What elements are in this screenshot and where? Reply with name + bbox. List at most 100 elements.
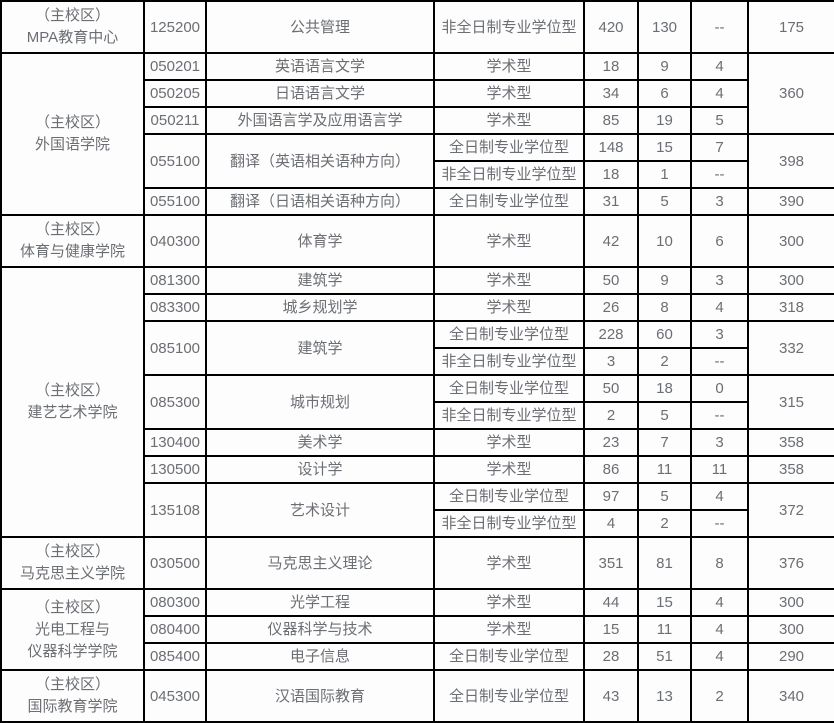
stat-cell: 7: [637, 428, 692, 457]
stat-cell: 3: [690, 320, 749, 349]
program-cell: 非全日制专业学位型: [433, 160, 585, 189]
score-cell: 332: [747, 320, 834, 376]
stat-cell: 11: [637, 455, 692, 484]
stat-cell: 5: [690, 106, 749, 135]
major-cell: 仪器科学与技术: [205, 615, 435, 644]
program-cell: 学术型: [433, 293, 585, 322]
major-cell: 翻译（日语相关语种方向）: [205, 187, 435, 216]
major-cell: 翻译（英语相关语种方向）: [205, 133, 435, 189]
stat-cell: 130: [637, 0, 692, 54]
stat-cell: 18: [583, 52, 639, 81]
table-row: 055100 翻译（日语相关语种方向） 全日制专业学位型 31 5 3 390: [1, 187, 834, 216]
program-cell: 学术型: [433, 266, 585, 295]
table-row: （主校区） 马克思主义学院 030500 马克思主义理论 学术型 351 81 8 376: [0, 536, 834, 590]
code-cell: 135108: [143, 482, 207, 538]
score-cell: 290: [747, 642, 834, 671]
program-cell: 全日制专业学位型: [433, 642, 585, 671]
score-cell: 358: [747, 428, 834, 457]
table-row: 非全日制专业学位型 3 2 --: [1, 347, 834, 376]
stat-cell: 5: [637, 482, 692, 511]
score-cell: 300: [747, 588, 834, 617]
table-row: 非全日制专业学位型 18 1 --: [1, 160, 834, 189]
stat-cell: 60: [637, 320, 692, 349]
program-cell: 非全日制专业学位型: [433, 401, 585, 430]
stat-cell: 9: [637, 266, 692, 295]
table-row: 080400 仪器科学与技术 学术型 15 11 4 300: [1, 615, 834, 644]
program-cell: 非全日制专业学位型: [433, 0, 585, 54]
code-cell: 055100: [143, 133, 207, 189]
major-cell: 英语语言文学: [205, 52, 435, 81]
program-cell: 学术型: [433, 52, 585, 81]
stat-cell: 4: [690, 79, 749, 108]
program-cell: 学术型: [433, 106, 585, 135]
code-cell: 081300: [143, 266, 207, 295]
program-cell: 非全日制专业学位型: [433, 347, 585, 376]
code-cell: 085300: [143, 374, 207, 430]
stat-cell: 228: [583, 320, 639, 349]
stat-cell: 148: [583, 133, 639, 162]
major-cell: 建筑学: [205, 266, 435, 295]
college-cell: （主校区） 建艺艺术学院: [0, 266, 145, 538]
college-cell: （主校区） 光电工程与 仪器科学学院: [0, 588, 145, 671]
stat-cell: 85: [583, 106, 639, 135]
stat-cell: 15: [583, 615, 639, 644]
code-cell: 080400: [143, 615, 207, 644]
stat-cell: 4: [690, 588, 749, 617]
stat-cell: 23: [583, 428, 639, 457]
table-row: 130400 美术学 学术型 23 7 3 358: [1, 428, 834, 457]
table-row: （主校区） 建艺艺术学院 081300 建筑学 学术型 50 9 3 300: [0, 266, 834, 538]
stat-cell: 18: [637, 374, 692, 403]
college-cell: （主校区） 外国语学院: [0, 52, 145, 216]
stat-cell: 31: [583, 187, 639, 216]
stat-cell: --: [690, 0, 749, 54]
score-cell: 318: [747, 293, 834, 322]
college-cell: （主校区） 马克思主义学院: [0, 536, 145, 590]
stat-cell: 4: [690, 52, 749, 81]
stat-cell: 2: [637, 347, 692, 376]
major-cell: 马克思主义理论: [205, 536, 435, 590]
stat-cell: 11: [690, 455, 749, 484]
score-cell: 315: [747, 374, 834, 430]
table-row: 055100 翻译（英语相关语种方向） 全日制专业学位型 148 15 7 398: [1, 133, 834, 189]
college-cell: （主校区） MPA教育中心: [0, 0, 145, 54]
stat-cell: 4: [690, 482, 749, 511]
table-row: 非全日制专业学位型 4 2 --: [1, 509, 834, 538]
major-cell: 公共管理: [205, 0, 435, 54]
major-cell: 体育学: [205, 214, 435, 268]
stat-cell: 50: [583, 266, 639, 295]
table-row: 050211 外国语言学及应用语言学 学术型 85 19 5: [1, 106, 834, 135]
stat-cell: 5: [637, 401, 692, 430]
college-cell: （主校区） 体育与健康学院: [0, 214, 145, 268]
score-cell: 390: [747, 187, 834, 216]
program-cell: 全日制专业学位型: [433, 669, 585, 723]
table-row: （主校区） 体育与健康学院 040300 体育学 学术型 42 10 6 300: [0, 214, 834, 268]
stat-cell: 8: [637, 293, 692, 322]
stat-cell: 4: [583, 509, 639, 538]
code-cell: 085400: [143, 642, 207, 671]
major-cell: 城市规划: [205, 374, 435, 430]
stat-cell: 51: [637, 642, 692, 671]
stat-cell: 28: [583, 642, 639, 671]
stat-cell: 3: [690, 266, 749, 295]
code-cell: 130400: [143, 428, 207, 457]
stat-cell: 5: [637, 187, 692, 216]
score-cell: 300: [747, 214, 834, 268]
program-cell: 全日制专业学位型: [433, 187, 585, 216]
program-cell: 学术型: [433, 79, 585, 108]
score-cell: 360: [747, 52, 834, 135]
table-row: （主校区） MPA教育中心 125200 公共管理 非全日制专业学位型 420 130 --…: [0, 0, 834, 54]
stat-cell: 2: [690, 669, 749, 723]
code-cell: 030500: [143, 536, 207, 590]
score-cell: 300: [747, 615, 834, 644]
code-cell: 085100: [143, 320, 207, 376]
score-cell: 175: [747, 0, 834, 54]
stat-cell: 26: [583, 293, 639, 322]
table-row: 135108 艺术设计 全日制专业学位型 97 5 4 372: [1, 482, 834, 538]
table-row: （主校区） 国际教育学院 045300 汉语国际教育 全日制专业学位型 43 13 2 340: [0, 669, 834, 723]
code-cell: 055100: [143, 187, 207, 216]
code-cell: 050211: [143, 106, 207, 135]
stat-cell: 7: [690, 133, 749, 162]
program-cell: 学术型: [433, 428, 585, 457]
major-cell: 电子信息: [205, 642, 435, 671]
